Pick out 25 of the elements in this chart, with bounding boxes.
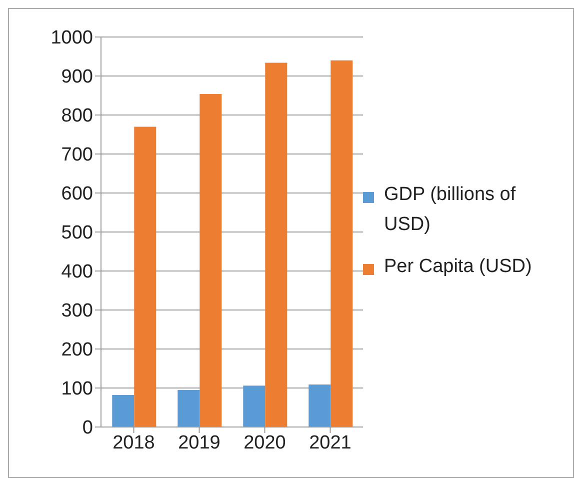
bar [243,386,266,427]
x-tick-label: 2020 [244,432,286,454]
y-tick-label: 900 [61,66,93,88]
y-tick-label: 200 [61,340,93,361]
x-tick-label: 2021 [309,432,352,454]
bar [200,94,222,427]
legend-label: GDP (billions of USD) [384,183,517,237]
y-tick-label: 100 [61,378,93,400]
y-tick-label: 400 [61,262,93,283]
x-tick-label: 2018 [112,432,155,454]
y-tick-label: 700 [61,144,93,166]
bar [134,126,156,427]
bar [330,60,353,427]
y-tick-label: 500 [61,222,93,244]
bar [112,395,134,427]
y-tick-label: 0 [82,418,93,439]
y-tick-label: 600 [61,184,93,205]
y-tick-label: 1000 [50,28,93,49]
bar [265,62,288,427]
bar [308,384,331,427]
legend-label: Per Capita (USD) [384,255,532,279]
bar [178,390,200,427]
y-tick-label: 300 [61,300,93,322]
y-tick-label: 800 [61,106,93,127]
x-tick-label: 2019 [178,432,220,454]
